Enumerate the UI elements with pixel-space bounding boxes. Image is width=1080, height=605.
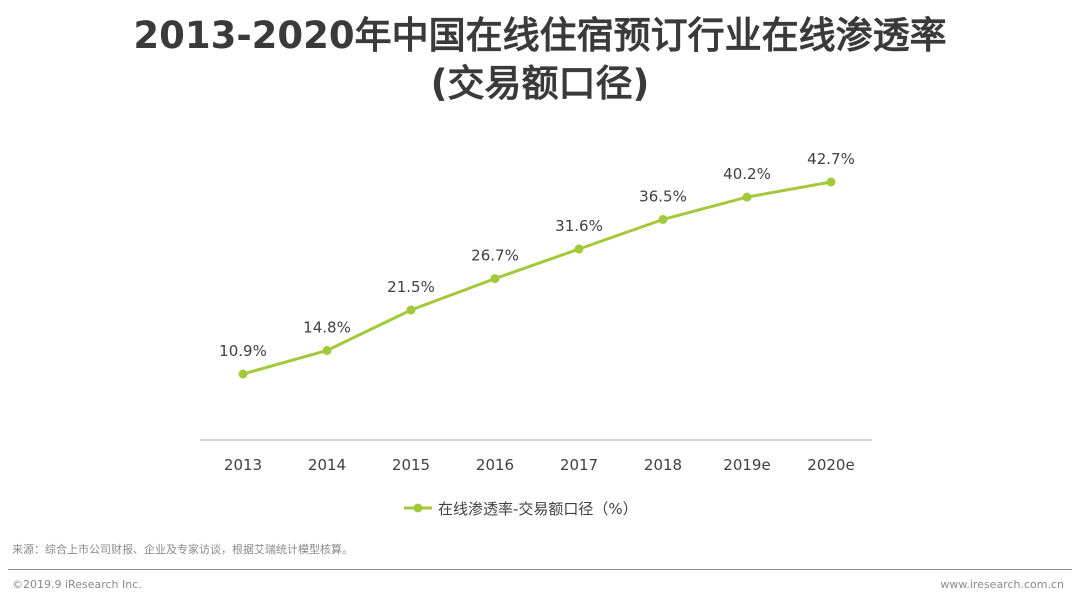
x-tick-labels: 2013 2014 2015 2016 2017 2018 2019e 2020e xyxy=(224,456,855,474)
series-line xyxy=(242,180,832,376)
x-tick-label: 2016 xyxy=(476,456,514,474)
source-note: 来源：综合上市公司财报、企业及专家访谈，根据艾瑞统计模型核算。 xyxy=(12,543,353,556)
data-label: 14.8% xyxy=(303,318,351,336)
data-point xyxy=(322,345,332,355)
website-link[interactable]: www.iresearch.com.cn xyxy=(940,578,1064,591)
footer-divider xyxy=(8,569,1072,570)
x-tick-label: 2017 xyxy=(560,456,598,474)
copyright-text: ©2019.9 iResearch Inc. xyxy=(12,578,142,591)
data-label: 21.5% xyxy=(387,278,435,296)
x-tick-label: 2013 xyxy=(224,456,262,474)
data-point xyxy=(742,192,752,202)
data-point xyxy=(238,369,248,379)
data-label: 42.7% xyxy=(807,150,855,168)
legend: 在线渗透率-交易额口径（%） xyxy=(404,500,638,518)
title-line-1: 2013-2020年中国在线住宿预订行业在线渗透率 xyxy=(133,14,947,57)
x-tick-label: 2014 xyxy=(308,456,346,474)
line-chart: 10.9% 14.8% 21.5% 26.7% 31.6% 36.5% 40.2% 42.7%… xyxy=(200,150,872,518)
legend-label: 在线渗透率-交易额口径（%） xyxy=(438,500,638,518)
chart-title: 2013-2020年中国在线住宿预订行业在线渗透率 (交易额口径) xyxy=(0,12,1080,108)
data-point xyxy=(490,274,500,284)
data-point xyxy=(406,305,416,315)
x-tick-label: 2020e xyxy=(807,456,854,474)
series-layer: 10.9% 14.8% 21.5% 26.7% 31.6% 36.5% 40.2% 42.7% xyxy=(219,150,855,379)
data-label: 36.5% xyxy=(639,187,687,205)
data-label: 26.7% xyxy=(471,247,519,265)
data-label: 10.9% xyxy=(219,342,267,360)
title-line-2: (交易额口径) xyxy=(430,62,650,105)
data-label: 31.6% xyxy=(555,217,603,235)
data-point xyxy=(826,177,836,187)
x-tick-label: 2019e xyxy=(723,456,770,474)
x-tick-label: 2015 xyxy=(392,456,430,474)
x-tick-label: 2018 xyxy=(644,456,682,474)
legend-marker-swatch xyxy=(413,503,423,513)
data-label: 40.2% xyxy=(723,165,771,183)
data-point xyxy=(574,244,584,254)
data-point xyxy=(658,214,668,224)
